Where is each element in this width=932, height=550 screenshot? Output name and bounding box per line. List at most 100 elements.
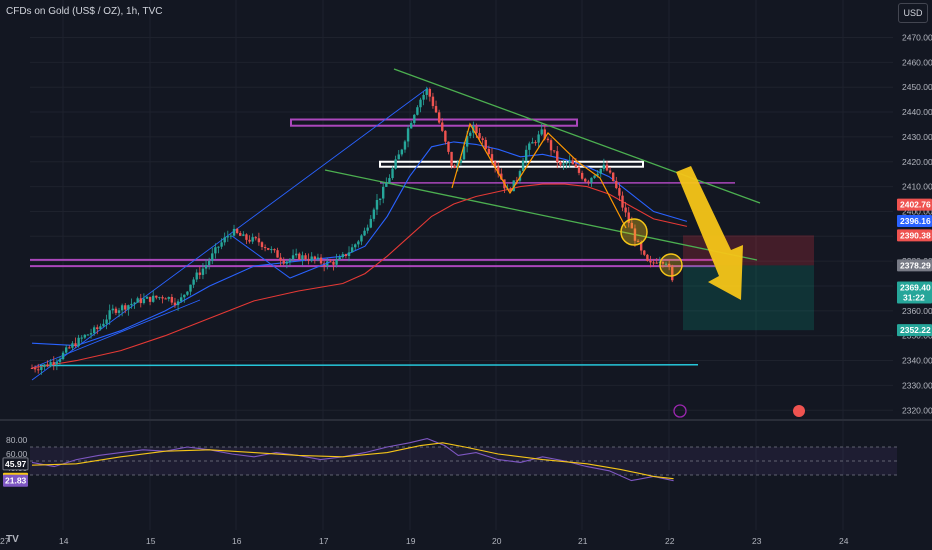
candle-body (375, 199, 379, 210)
currency-button[interactable]: USD (898, 3, 928, 23)
candle-body (397, 154, 400, 160)
candle-body (43, 364, 46, 367)
lower-channel-line (324, 169, 758, 261)
candle-body (239, 232, 242, 236)
candle-body (338, 257, 341, 260)
candle-body (242, 234, 245, 236)
candle-body (422, 94, 425, 100)
annotations[interactable] (231, 122, 805, 418)
price-tag-bg (897, 198, 932, 211)
candle-body (497, 166, 500, 174)
candle-body (326, 261, 329, 267)
rsi-tag-bg (2, 457, 29, 471)
trade-box[interactable] (683, 235, 814, 331)
price-tick-label: 2420.00 (902, 157, 932, 167)
candle-body (531, 142, 534, 144)
candle-body (493, 161, 497, 167)
candle-body (537, 134, 540, 143)
time-axis[interactable]: 14 15 16 17 19 20 21 22 23 24 27 (0, 536, 849, 546)
upper-channel-line (393, 68, 761, 204)
candle-body (403, 141, 407, 150)
time-tick-label: 16 (232, 536, 242, 546)
candle-body (565, 162, 568, 164)
candle-body (139, 298, 142, 304)
candle-body (117, 310, 121, 313)
candle-body (490, 154, 494, 162)
candle-body (630, 222, 634, 229)
price-tag: 2352.22 (897, 324, 932, 337)
price-tick-label: 2440.00 (902, 107, 932, 117)
breakdown-circle (620, 218, 648, 246)
candle-body (186, 291, 189, 295)
trend-lines[interactable] (31, 68, 761, 381)
candle-body (267, 248, 270, 250)
candle-body (649, 260, 652, 263)
candle-body (83, 334, 87, 338)
down-arrow (676, 166, 743, 300)
candle-body (294, 253, 298, 256)
candle-body (176, 301, 180, 306)
candle-body (437, 112, 441, 123)
candle-body (562, 163, 565, 165)
price-tag: 2378.29 (897, 259, 932, 272)
price-tags: 2402.76 2396.16 2390.38 2378.29 2369.4031:22… (2, 198, 932, 487)
candle-body (332, 261, 335, 265)
candle-body (360, 235, 363, 242)
candle-body (114, 308, 118, 313)
candle-body (385, 183, 388, 187)
candle-body (71, 343, 74, 348)
candle-body (341, 254, 344, 258)
price-tick-label: 2450.00 (902, 82, 932, 92)
rsi-tag-bg (3, 474, 28, 487)
price-tag-value: 2402.76 (900, 200, 931, 210)
candle-body (441, 122, 444, 131)
price-tag-bg (897, 259, 932, 272)
candle-body (559, 162, 562, 165)
candle-body (577, 167, 581, 173)
candle-body (590, 177, 593, 183)
candle-body (568, 160, 571, 163)
candle-body (587, 181, 590, 183)
candle-body (127, 305, 130, 310)
candle-body (521, 160, 525, 172)
candle-body (372, 209, 376, 219)
candle-body (211, 253, 214, 261)
rsi-tag: 45.97 (2, 457, 29, 471)
candle-body (584, 178, 587, 182)
candle-body (546, 138, 550, 141)
candle-body (245, 234, 248, 240)
candle-body (419, 99, 422, 108)
candle-body (664, 263, 668, 265)
candle-body (469, 132, 472, 136)
candle-body (344, 254, 348, 257)
candle-body (316, 257, 320, 260)
time-tick-label: 24 (839, 536, 849, 546)
candle-body (192, 279, 195, 285)
price-tick-label: 2460.00 (902, 57, 932, 67)
candle-body (167, 297, 170, 299)
candle-body (226, 236, 230, 238)
price-tick-label: 2410.00 (902, 182, 932, 192)
candle-body (615, 181, 618, 189)
candle-body (260, 242, 264, 248)
price-tag-value: 2390.38 (900, 230, 931, 240)
candle-body (217, 246, 220, 248)
candle-body (484, 139, 487, 149)
price-tick-label: 2330.00 (902, 380, 932, 390)
candle-body (179, 297, 183, 302)
correction-lines (231, 235, 331, 279)
candle-body (652, 262, 655, 264)
candle-body (61, 352, 65, 360)
candle-body (223, 237, 226, 243)
candle-body (164, 298, 167, 300)
resistance-zone (290, 118, 578, 127)
candle-body (335, 259, 338, 265)
candle-body (161, 297, 164, 299)
retest-circle (659, 253, 683, 277)
price-tag-value: 2352.22 (900, 325, 931, 335)
time-tick-label: 27 (0, 536, 10, 546)
candle-body (459, 159, 463, 163)
candle-body (120, 305, 124, 311)
candle-body (288, 259, 292, 262)
